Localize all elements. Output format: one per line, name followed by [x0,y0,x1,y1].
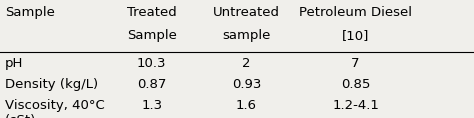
Text: 10.3: 10.3 [137,57,166,70]
Text: 7: 7 [351,57,360,70]
Text: 0.87: 0.87 [137,78,166,91]
Text: [10]: [10] [342,30,369,42]
Text: 1.6: 1.6 [236,99,257,112]
Text: Viscosity, 40°C
(cSt): Viscosity, 40°C (cSt) [5,99,104,118]
Text: Sample: Sample [5,6,55,19]
Text: sample: sample [222,30,271,42]
Text: Treated: Treated [127,6,176,19]
Text: 1.2-4.1: 1.2-4.1 [332,99,379,112]
Text: Density (kg/L): Density (kg/L) [5,78,98,91]
Text: Petroleum Diesel: Petroleum Diesel [299,6,412,19]
Text: 0.85: 0.85 [341,78,370,91]
Text: pH: pH [5,57,23,70]
Text: 0.93: 0.93 [232,78,261,91]
Text: Untreated: Untreated [213,6,280,19]
Text: Sample: Sample [127,30,177,42]
Text: 1.3: 1.3 [141,99,162,112]
Text: 2: 2 [242,57,251,70]
